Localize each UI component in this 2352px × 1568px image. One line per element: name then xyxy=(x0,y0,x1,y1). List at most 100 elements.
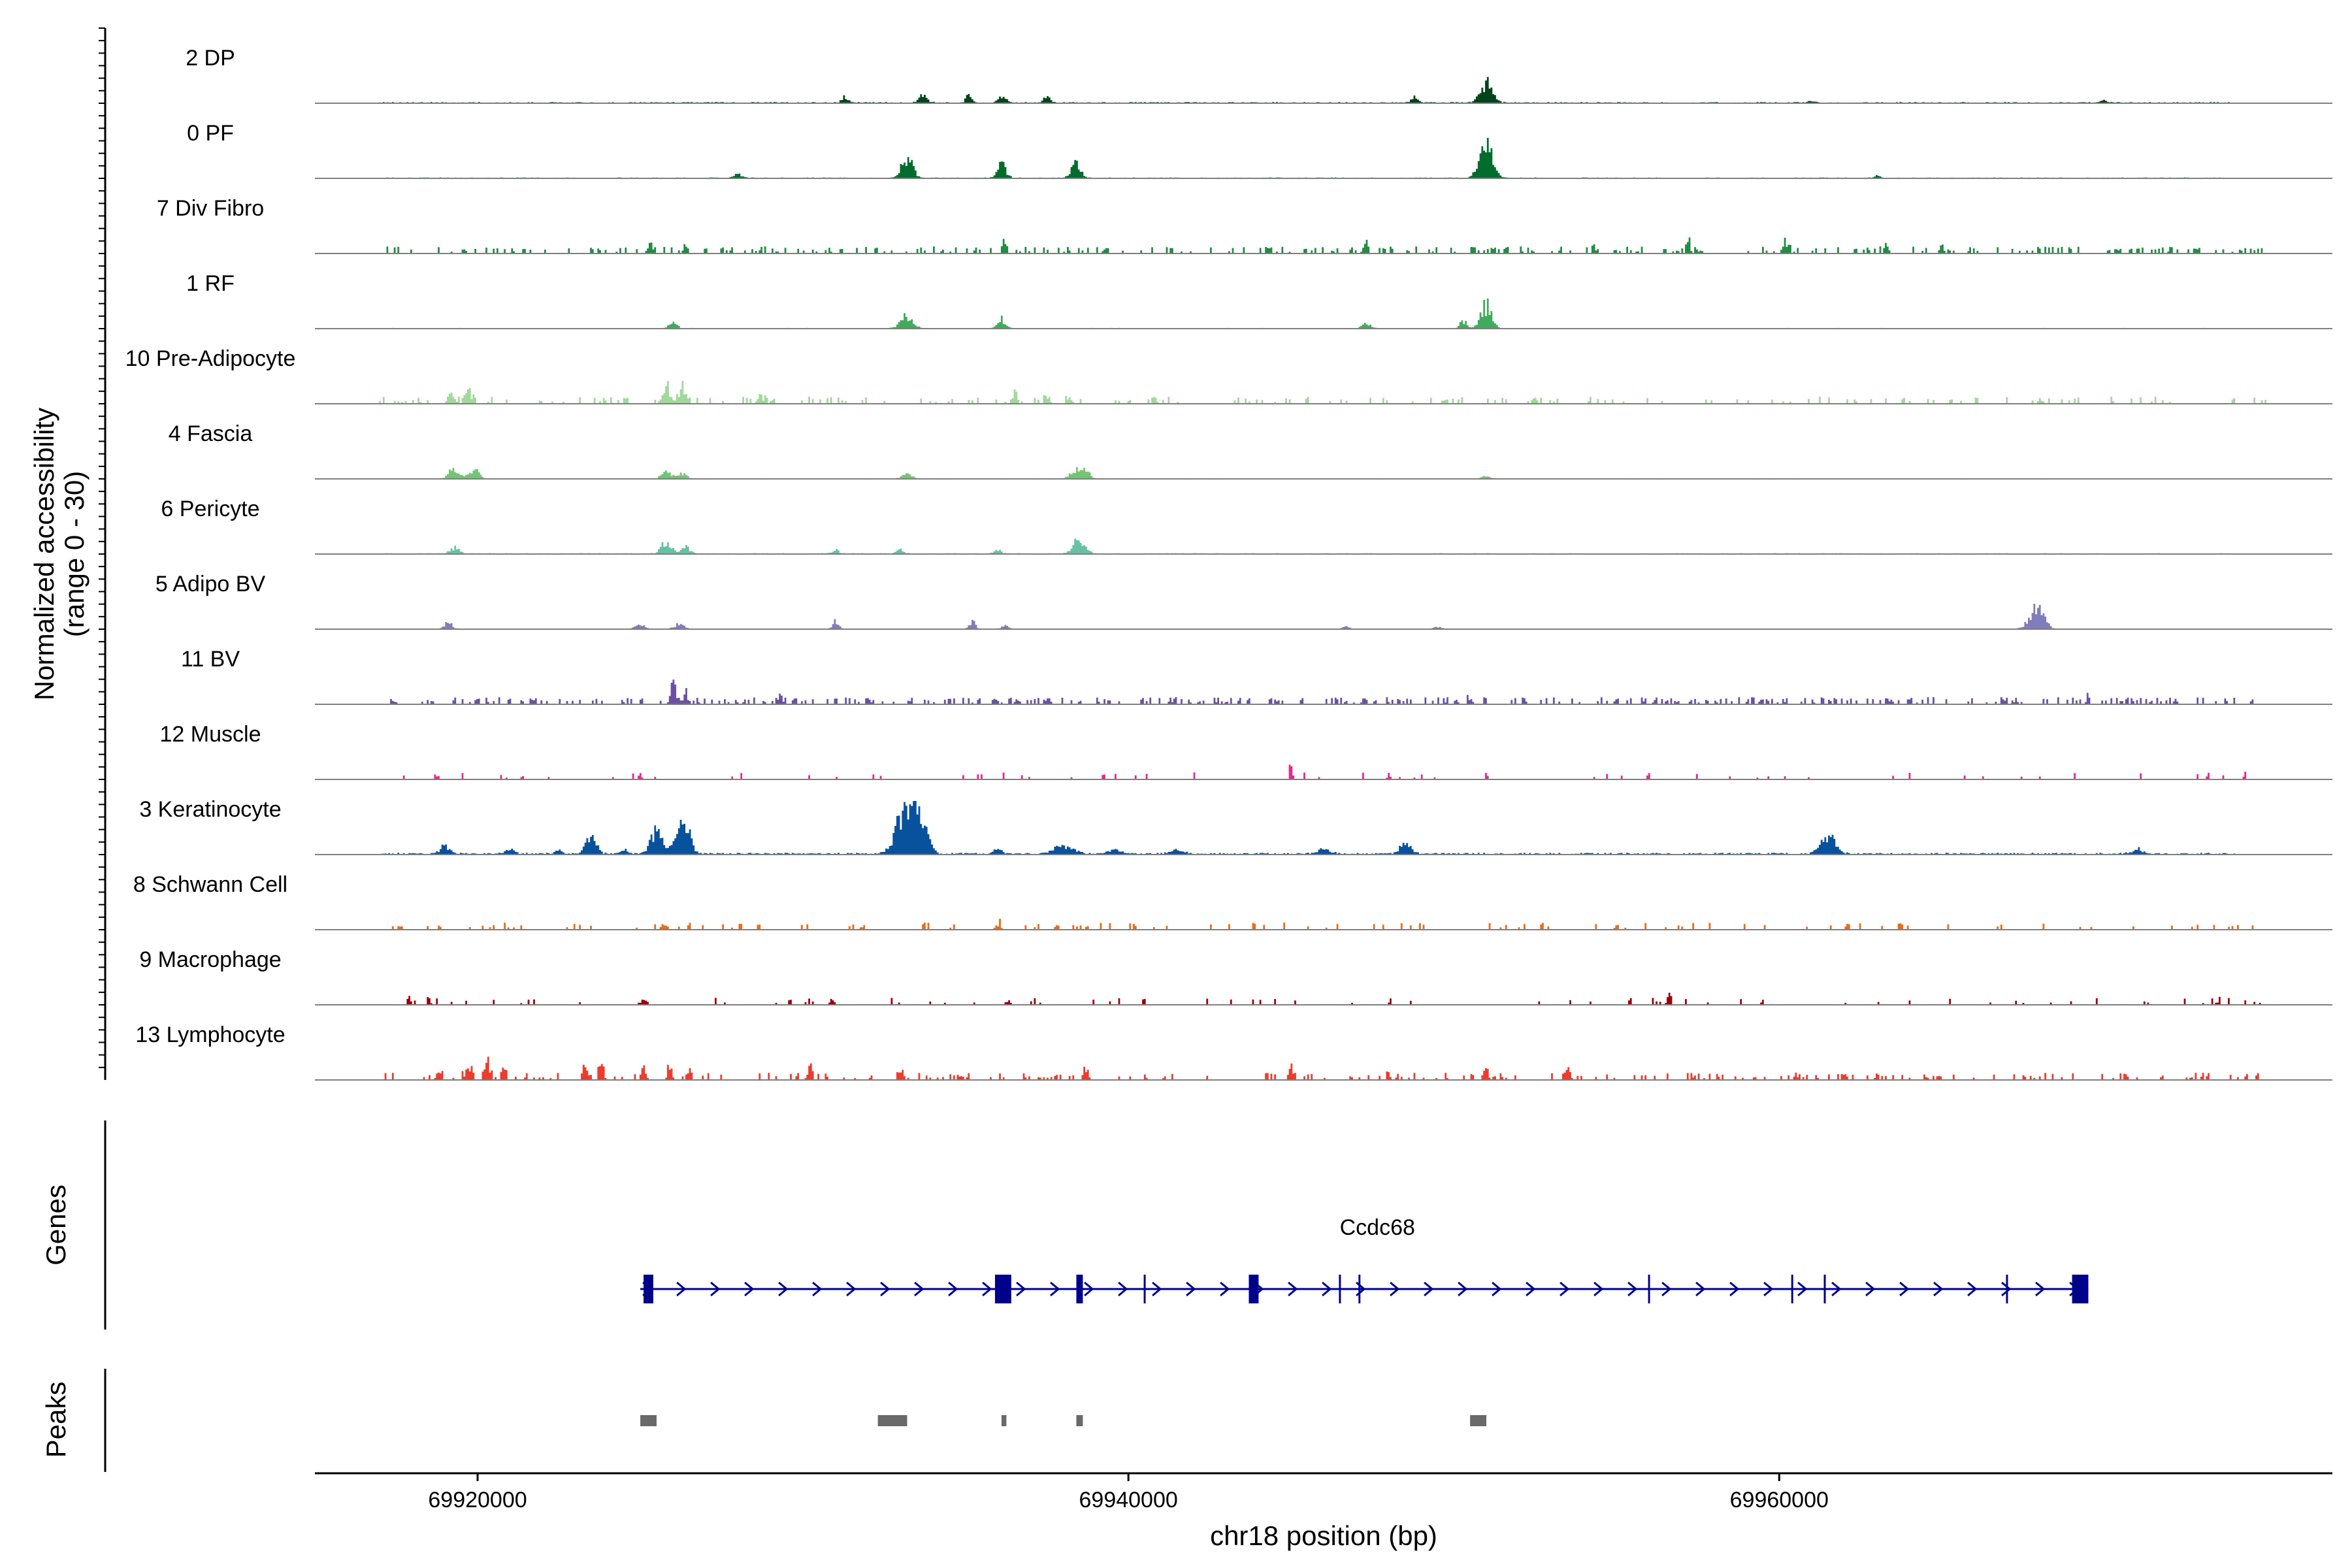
track-label: 10 Pre-Adipocyte xyxy=(125,346,296,371)
track-label: 13 Lymphocyte xyxy=(135,1022,285,1047)
strand-arrow xyxy=(1797,1281,1808,1297)
coverage-area xyxy=(315,801,2332,855)
track-12: 9 Macrophage xyxy=(139,947,2332,1005)
coverage-area xyxy=(315,381,2332,404)
gene-exon xyxy=(994,1275,1011,1303)
strand-arrow xyxy=(2035,1281,2046,1297)
coverage-area xyxy=(315,679,2332,704)
coverage-area xyxy=(315,604,2332,629)
track-label: 5 Adipo BV xyxy=(155,572,266,596)
strand-arrow xyxy=(1050,1281,1060,1297)
track-11: 8 Schwann Cell xyxy=(133,872,2332,930)
y-axis-label-line: (range 0 - 30) xyxy=(59,471,90,637)
coverage-area xyxy=(315,1056,2332,1080)
track-8: 11 BV xyxy=(181,647,2332,705)
track-label: 4 Fascia xyxy=(169,421,253,446)
strand-arrow xyxy=(846,1281,857,1297)
strand-arrow xyxy=(1526,1281,1536,1297)
peaks-panel: Peaks xyxy=(41,1369,1487,1472)
strand-arrow xyxy=(710,1281,721,1297)
strand-arrow xyxy=(1186,1281,1196,1297)
track-0: 2 DP xyxy=(186,46,2332,104)
track-1: 0 PF xyxy=(187,121,2332,179)
strand-arrow xyxy=(1288,1281,1298,1297)
x-tick-label: 69920000 xyxy=(428,1488,527,1512)
track-label: 9 Macrophage xyxy=(139,947,281,972)
x-axis: 69920000 69940000 69960000 chr18 position (… xyxy=(315,1472,2332,1551)
strand-arrow xyxy=(1016,1281,1026,1297)
track-9: 12 Muscle xyxy=(160,722,2332,780)
strand-arrow xyxy=(1593,1281,1604,1297)
track-label: 0 PF xyxy=(187,121,234,146)
strand-arrow xyxy=(1967,1281,1978,1297)
peak-region xyxy=(1470,1415,1487,1426)
strand-arrow xyxy=(676,1281,687,1297)
strand-arrow xyxy=(1492,1281,1502,1297)
strand-arrow xyxy=(1865,1281,1876,1297)
y-axis-label-line: Normalized accessibility xyxy=(29,408,59,700)
strand-arrow xyxy=(1220,1281,1230,1297)
strand-arrow xyxy=(1118,1281,1128,1297)
track-13: 13 Lymphocyte xyxy=(135,1022,2332,1081)
coverage-area xyxy=(315,538,2332,554)
peak-region xyxy=(1076,1415,1083,1426)
track-label: 6 Pericyte xyxy=(161,497,259,521)
strand-arrow xyxy=(948,1281,958,1297)
strand-arrow xyxy=(744,1281,755,1297)
strand-arrow xyxy=(1729,1281,1740,1297)
gene-exon xyxy=(644,1275,653,1303)
coverage-area xyxy=(315,919,2332,930)
strand-arrow xyxy=(1831,1281,1842,1297)
track-label: 1 RF xyxy=(186,271,235,296)
x-axis-label: chr18 position (bp) xyxy=(1210,1520,1437,1551)
strand-arrow xyxy=(1424,1281,1434,1297)
peak-region xyxy=(877,1415,907,1426)
track-label: 3 Keratinocyte xyxy=(139,797,281,822)
peaks-panel-label: Peaks xyxy=(41,1382,71,1458)
track-label: 8 Schwann Cell xyxy=(133,872,287,897)
track-3: 1 RF xyxy=(186,271,2332,329)
strand-arrow xyxy=(1661,1281,1672,1297)
strand-arrow xyxy=(1084,1281,1094,1297)
x-tick-label: 69960000 xyxy=(1730,1488,1829,1512)
strand-arrow xyxy=(1763,1281,1774,1297)
strand-arrow xyxy=(1695,1281,1706,1297)
coverage-area xyxy=(315,76,2332,103)
track-label: 7 Div Fibro xyxy=(157,196,264,221)
coverage-area xyxy=(315,298,2332,329)
track-6: 6 Pericyte xyxy=(161,497,2332,555)
strand-arrow xyxy=(1152,1281,1162,1297)
strand-arrow xyxy=(1933,1281,1944,1297)
track-2: 7 Div Fibro xyxy=(157,196,2332,254)
track-5: 4 Fascia xyxy=(169,421,2332,480)
coverage-area xyxy=(315,466,2332,479)
track-label: 11 BV xyxy=(181,647,240,672)
strand-arrow xyxy=(1627,1281,1638,1297)
strand-arrow xyxy=(1322,1281,1332,1297)
coverage-area xyxy=(315,237,2332,253)
peak-region xyxy=(1001,1415,1007,1426)
gene-exon xyxy=(1249,1275,1259,1303)
coverage-area xyxy=(315,137,2332,178)
genes-panel: Genes Ccdc68 xyxy=(41,1120,2089,1330)
track-10: 3 Keratinocyte xyxy=(139,797,2332,855)
strand-arrow xyxy=(1458,1281,1468,1297)
track-label: 12 Muscle xyxy=(160,722,261,747)
genes-panel-label: Genes xyxy=(41,1184,71,1266)
coverage-area xyxy=(315,764,2332,779)
strand-arrow xyxy=(812,1281,823,1297)
strand-arrow xyxy=(914,1281,924,1297)
x-tick-label: 69940000 xyxy=(1079,1488,1178,1512)
peak-region xyxy=(640,1415,657,1426)
strand-arrow xyxy=(1560,1281,1570,1297)
gene-exon xyxy=(2072,1275,2089,1303)
strand-arrow xyxy=(1899,1281,1910,1297)
strand-arrow xyxy=(880,1281,890,1297)
track-7: 5 Adipo BV xyxy=(155,572,2332,630)
coverage-tracks: 2 DP 0 PF 7 Div Fibro 1 RF 10 Pre-Adipocyte 4… xyxy=(125,46,2332,1081)
coverage-area xyxy=(315,992,2332,1005)
y-axis: Normalized accessibility(range 0 - 30) xyxy=(29,27,106,1080)
strand-arrow xyxy=(2001,1281,2012,1297)
y-axis-label: Normalized accessibility(range 0 - 30) xyxy=(29,408,90,700)
